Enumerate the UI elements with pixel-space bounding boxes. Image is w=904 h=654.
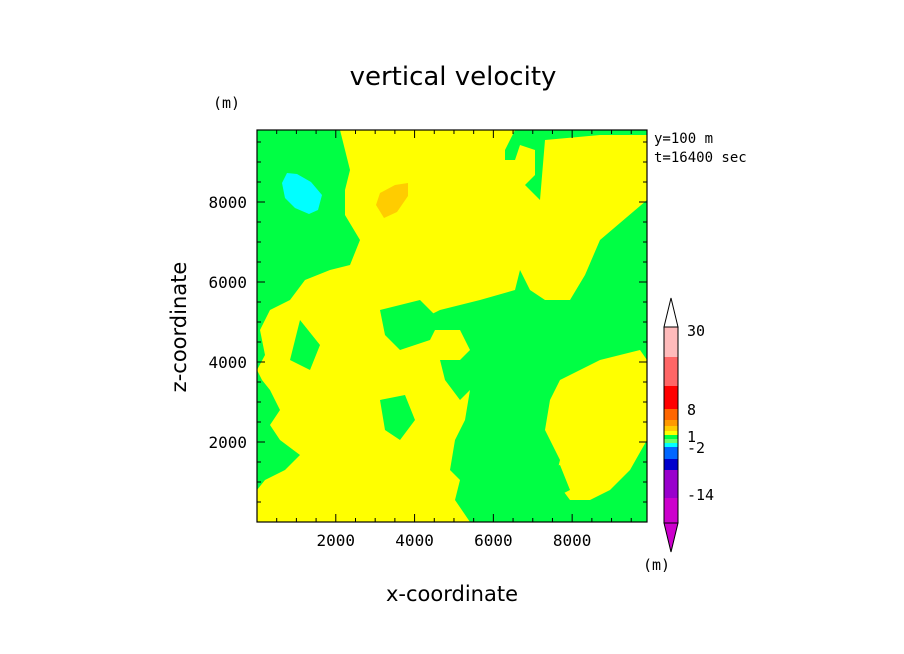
y-unit-label: (m) <box>213 94 240 112</box>
y-axis-label: z-coordinate <box>167 262 191 393</box>
colorbar-band <box>664 327 678 357</box>
colorbar-label: -2 <box>687 439 705 457</box>
colorbar-lower-arrow <box>663 522 679 553</box>
annotation-y: y=100 m <box>654 131 713 147</box>
region-background-patch-4 <box>480 420 515 470</box>
colorbar-band <box>664 431 678 435</box>
x-axis-label: x-coordinate <box>386 582 518 606</box>
y-axis: 2000 4000 6000 8000 <box>208 141 647 503</box>
colorbar-label: 8 <box>687 401 696 419</box>
x-tick-label: 6000 <box>474 531 513 550</box>
colorbar-band <box>664 498 678 523</box>
x-tick-label: 2000 <box>317 531 356 550</box>
y-tick-label: 2000 <box>208 433 247 452</box>
region-updraft <box>257 130 647 522</box>
colorbar-label: 30 <box>687 322 705 340</box>
colorbar-band <box>664 439 678 443</box>
colorbar-band <box>664 386 678 409</box>
region-background-patch-1 <box>380 300 440 350</box>
y-tick-label: 8000 <box>208 193 247 212</box>
plot-area <box>257 130 647 522</box>
region-background-patch-3 <box>380 395 415 440</box>
region-strong-updraft <box>376 183 408 218</box>
colorbar-band <box>664 409 678 420</box>
region-background-patch-5 <box>540 465 570 500</box>
colorbar-band <box>664 420 678 426</box>
x-tick-label: 8000 <box>553 531 592 550</box>
plot-border <box>256 129 648 523</box>
colorbar-border <box>663 326 679 524</box>
y-tick-label: 4000 <box>208 353 247 372</box>
colorbar-band <box>664 447 678 459</box>
colorbar-label: 1 <box>687 428 696 446</box>
colorbar-band <box>664 357 678 386</box>
colorbar-label: -14 <box>687 486 714 504</box>
colorbar-band <box>664 426 678 431</box>
x-tick-label: 4000 <box>395 531 434 550</box>
region-updraft-right <box>545 350 647 500</box>
x-axis: 2000 4000 6000 8000 <box>276 130 632 550</box>
colorbar-band <box>664 459 678 470</box>
plot-frame <box>256 129 648 523</box>
colorbar-upper-arrow <box>663 297 679 328</box>
chart-title: vertical velocity <box>350 62 557 92</box>
colorbar-band <box>664 435 678 439</box>
region-downdraft <box>282 173 322 214</box>
y-tick-label: 6000 <box>208 273 247 292</box>
colorbar-band <box>664 470 678 498</box>
region-background-patch-2 <box>290 320 320 370</box>
colorbar: 30 8 1-2 -14 <box>663 297 714 553</box>
colorbar-unit: (m) <box>643 556 670 574</box>
colorbar-band <box>664 443 678 447</box>
annotation-t: t=16400 sec <box>654 150 747 166</box>
